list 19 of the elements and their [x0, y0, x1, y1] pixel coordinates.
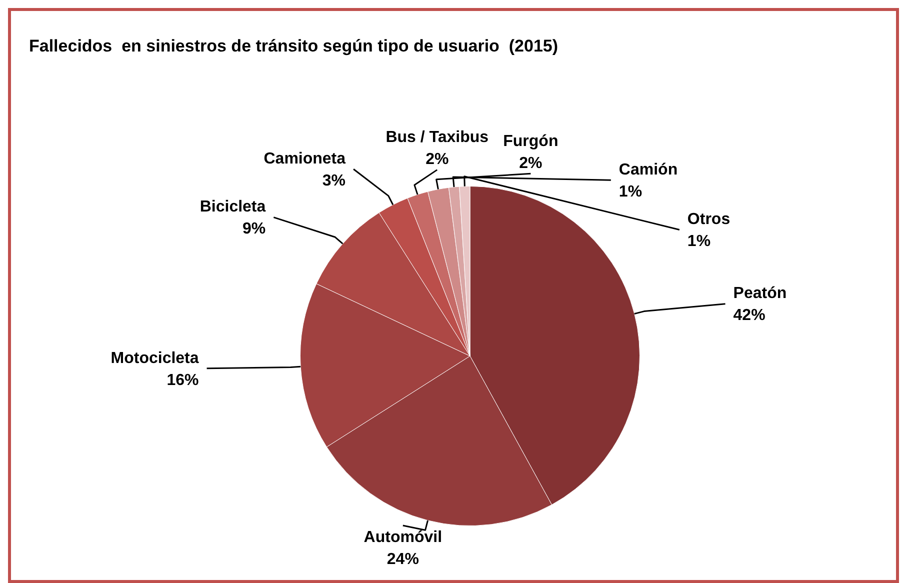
chart-title: Fallecidos en siniestros de tránsito según tipo de usuario (2015) [29, 36, 558, 56]
data-label: 42% [733, 307, 766, 324]
data-label: 2% [519, 155, 542, 172]
data-label: 24% [386, 550, 419, 568]
slice-label: Camioneta [264, 150, 346, 168]
data-label: 2% [426, 151, 449, 168]
slice-label: Camión [618, 161, 678, 178]
data-label: 1% [618, 183, 642, 200]
data-label: 3% [322, 172, 346, 190]
slice-label: Automóvil [364, 528, 442, 546]
slice-label: Motocicleta [110, 350, 199, 367]
slice-label: Bus / Taxibus [386, 129, 489, 146]
slice-label: Bicicleta [200, 198, 266, 216]
slice-label: Peatón [733, 285, 787, 302]
data-label: 1% [687, 233, 711, 250]
slice-label: Otros [687, 211, 730, 228]
data-label: 9% [242, 220, 266, 238]
slice-label: Furgón [503, 133, 558, 150]
data-label: 16% [166, 372, 199, 389]
